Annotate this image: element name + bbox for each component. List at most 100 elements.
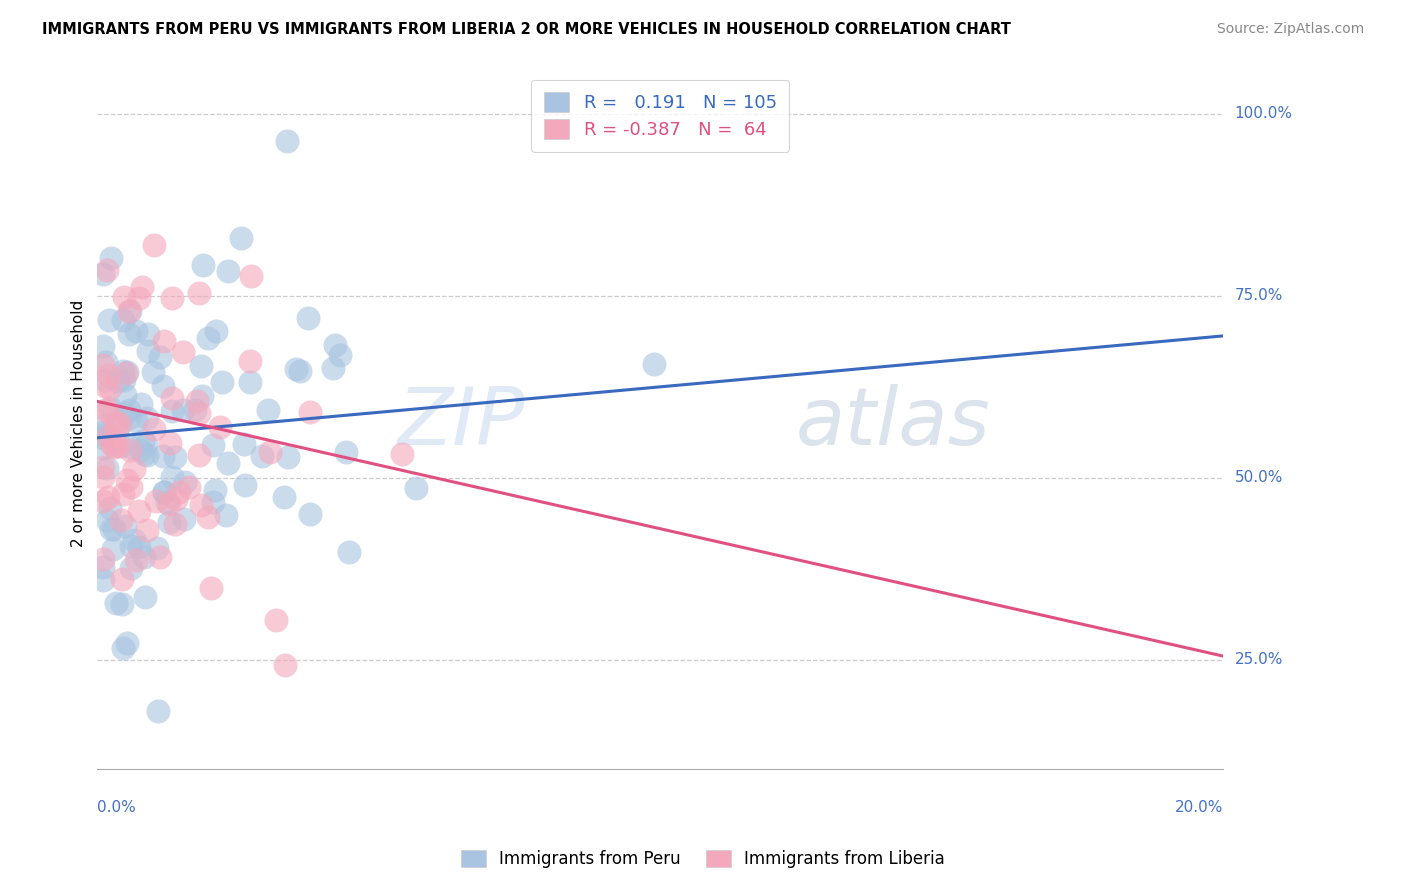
Point [197,510,219,524]
Point [96,401,118,416]
Point [201,438,224,452]
Point [122,462,145,476]
Text: 25.0%: 25.0% [1234,652,1282,667]
Point [217,264,239,278]
Point [91,339,114,353]
Point [122,533,145,547]
Point [91,442,114,456]
Point [149,350,172,364]
Point [120,540,142,554]
Point [160,291,183,305]
Point [94,404,117,418]
Point [276,450,298,464]
Point [98,401,121,415]
Point [114,407,136,421]
Point [273,490,295,504]
Point [323,337,346,351]
Point [134,590,156,604]
Point [114,388,136,402]
Point [111,487,134,501]
Point [112,290,135,304]
Text: 100.0%: 100.0% [1234,106,1292,121]
Point [159,435,181,450]
Point [257,402,280,417]
Point [165,517,187,532]
Point [167,485,190,500]
Point [193,259,215,273]
Point [98,381,121,395]
Point [120,561,142,575]
Point [125,414,148,428]
Point [145,494,167,508]
Point [153,484,176,499]
Text: 75.0%: 75.0% [1234,288,1282,303]
Point [98,313,121,327]
Point [128,540,150,554]
Point [101,541,124,556]
Point [107,439,129,453]
Point [91,469,114,483]
Point [125,553,148,567]
Point [217,457,239,471]
Point [118,403,141,417]
Point [135,411,157,425]
Point [91,425,114,439]
Point [153,485,176,500]
Point [190,359,212,374]
Point [172,402,194,417]
Point [179,480,201,494]
Point [209,419,232,434]
Point [152,334,174,348]
Point [186,394,208,409]
Point [128,504,150,518]
Point [329,348,352,362]
Point [132,550,155,565]
Point [118,304,141,318]
Point [118,303,141,318]
Point [274,658,297,673]
Point [107,420,129,434]
Text: 20.0%: 20.0% [1175,799,1223,814]
Point [391,446,413,460]
Point [163,450,186,464]
Point [91,494,114,508]
Point [110,513,132,527]
Point [259,445,281,459]
Point [118,442,141,457]
Point [142,365,165,379]
Point [111,312,134,326]
Point [152,449,174,463]
Point [96,461,118,475]
Point [131,280,153,294]
Point [114,519,136,533]
Point [105,596,128,610]
Point [173,512,195,526]
Point [172,345,194,359]
Point [188,285,211,300]
Point [211,375,233,389]
Point [162,391,184,405]
Point [183,403,205,417]
Point [91,358,114,372]
Point [110,439,132,453]
Point [129,442,152,457]
Point [233,478,256,492]
Point [297,311,319,326]
Text: ZIP: ZIP [398,384,526,462]
Point [146,541,169,555]
Point [191,389,214,403]
Point [117,410,139,425]
Point [107,374,129,388]
Point [138,343,160,358]
Point [152,379,174,393]
Point [337,545,360,559]
Point [148,704,170,718]
Point [165,492,187,507]
Point [91,459,114,474]
Point [190,498,212,512]
Point [215,508,238,523]
Point [162,469,184,483]
Point [149,549,172,564]
Point [91,560,114,574]
Point [335,445,357,459]
